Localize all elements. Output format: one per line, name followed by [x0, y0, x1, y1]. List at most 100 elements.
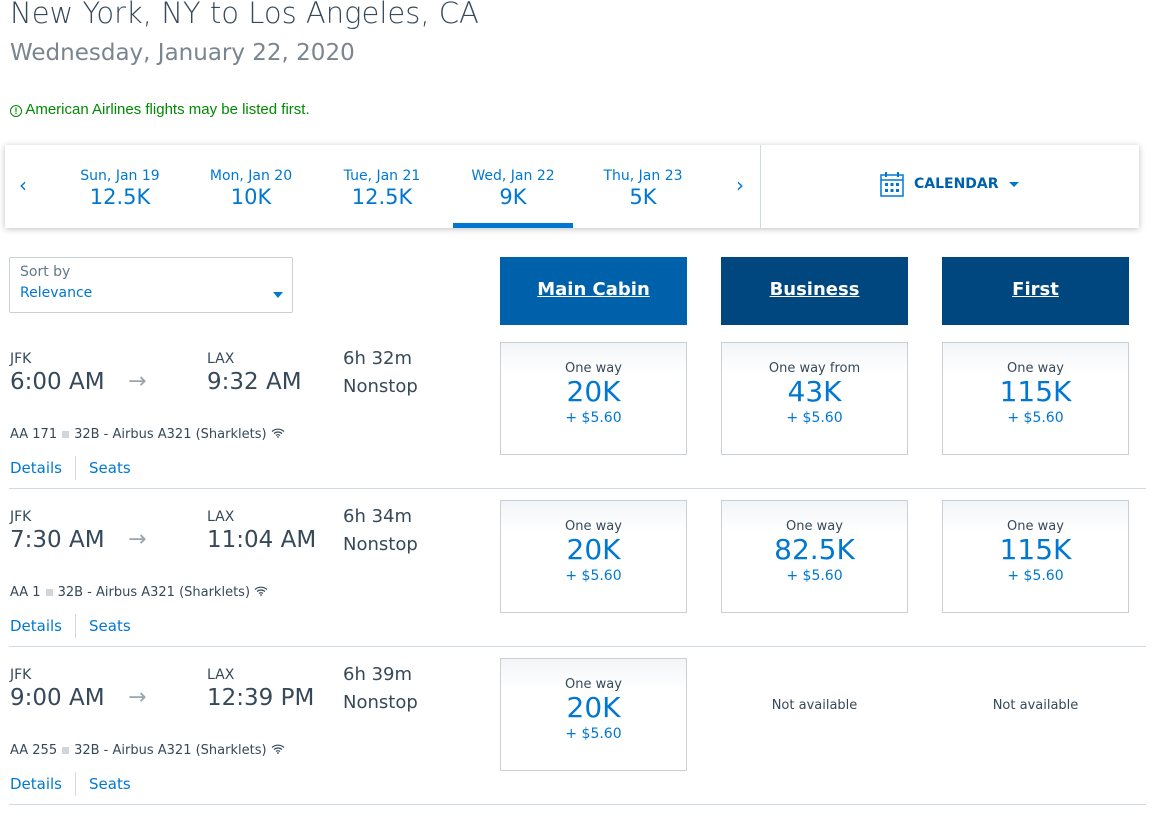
date-label: Sun, Jan 19 [80, 168, 160, 184]
fare-label: One way [1007, 519, 1064, 534]
column-main-cabin[interactable]: Main Cabin [500, 257, 687, 325]
stops-text: Nonstop [343, 376, 418, 397]
destination-airport: LAX [207, 509, 235, 525]
duration-text: 6h 39m [343, 664, 413, 685]
fare-option[interactable]: One way 20K + $5.60 [500, 658, 687, 771]
date-price: 5K [629, 185, 657, 209]
fare-option[interactable]: One way 115K + $5.60 [942, 500, 1129, 613]
details-link[interactable]: Details [10, 459, 63, 477]
fare-option[interactable]: One way from 43K + $5.60 [721, 342, 908, 455]
sort-value: Relevance [20, 285, 93, 301]
date-tab[interactable]: Tue, Jan 21 12.5K [322, 145, 442, 228]
origin-airport: JFK [10, 667, 32, 683]
fare-not-available: Not available [771, 698, 858, 713]
fare-miles: 20K [566, 533, 621, 566]
fare-tax: + $5.60 [1007, 568, 1064, 584]
fare-miles: 20K [566, 375, 621, 408]
seats-link[interactable]: Seats [89, 617, 131, 635]
fare-option[interactable]: One way 20K + $5.60 [500, 342, 687, 455]
aircraft: 32B - Airbus A321 (Sharklets) [57, 585, 251, 600]
flight-number: AA 255 [10, 743, 58, 758]
seats-link[interactable]: Seats [89, 459, 131, 477]
date-tab-selected[interactable]: Wed, Jan 22 9K [453, 145, 573, 228]
separator-icon [62, 747, 70, 754]
flight-info: AA 255 32B - Airbus A321 (Sharklets) [10, 743, 285, 758]
arrow-right-icon: → [128, 527, 147, 552]
column-first[interactable]: First [942, 257, 1129, 325]
aircraft: 32B - Airbus A321 (Sharklets) [74, 427, 267, 442]
fare-tax: + $5.60 [1007, 410, 1064, 426]
date-price: 9K [499, 185, 527, 209]
origin-airport: JFK [10, 509, 32, 525]
fare-tax: + $5.60 [565, 410, 622, 426]
duration-text: 6h 32m [343, 348, 413, 369]
fare-label: One way [786, 519, 843, 534]
calendar-icon [880, 172, 904, 197]
fare-option[interactable]: One way 115K + $5.60 [942, 342, 1129, 455]
depart-time: 9:00 AM [10, 685, 105, 711]
column-business[interactable]: Business [721, 257, 908, 325]
divider [760, 145, 761, 228]
fare-option[interactable]: One way 20K + $5.60 [500, 500, 687, 613]
flight-info: AA 171 32B - Airbus A321 (Sharklets) [10, 427, 285, 442]
separator-icon [62, 431, 70, 438]
sort-select[interactable]: Sort by Relevance [9, 257, 293, 313]
wifi-icon [271, 427, 285, 442]
row-divider [9, 488, 1146, 489]
seats-link[interactable]: Seats [89, 775, 131, 793]
fare-tax: + $5.60 [565, 726, 622, 742]
date-strip: ‹ Sun, Jan 19 12.5K Mon, Jan 20 10K Tue, J… [5, 145, 1139, 228]
date-price: 12.5K [89, 185, 151, 209]
stops-text: Nonstop [343, 534, 418, 555]
flight-number: AA 1 [10, 585, 41, 600]
arrive-time: 12:39 PM [207, 685, 315, 711]
origin-airport: JFK [10, 351, 32, 367]
duration: 6h 39m Nonstop [343, 661, 418, 717]
flight-row: JFK 9:00 AM → LAX 12:39 PM 6h 39m Nonstop… [0, 658, 1163, 816]
flight-info: AA 1 32B - Airbus A321 (Sharklets) [10, 585, 268, 600]
duration-text: 6h 34m [343, 506, 413, 527]
chevron-down-icon [1008, 181, 1019, 187]
divider [75, 456, 77, 480]
travel-date: Wednesday, January 22, 2020 [10, 40, 355, 66]
row-divider [9, 804, 1146, 805]
flight-number: AA 171 [10, 427, 58, 442]
date-tab[interactable]: Sun, Jan 19 12.5K [60, 145, 180, 228]
date-tab[interactable]: Thu, Jan 23 5K [583, 145, 703, 228]
info-icon: ! [10, 105, 22, 117]
next-dates-button[interactable]: › [736, 173, 744, 197]
flight-row: JFK 7:30 AM → LAX 11:04 AM 6h 34m Nonstop… [0, 500, 1163, 658]
arrive-time: 9:32 AM [207, 369, 302, 395]
fare-tax: + $5.60 [565, 568, 622, 584]
fare-label: One way [565, 677, 622, 692]
date-price: 10K [230, 185, 272, 209]
depart-time: 7:30 AM [10, 527, 105, 553]
arrow-right-icon: → [128, 685, 147, 710]
fare-label: One way [1007, 361, 1064, 376]
date-tab[interactable]: Mon, Jan 20 10K [191, 145, 311, 228]
divider [75, 614, 77, 638]
wifi-icon [254, 585, 268, 600]
fare-miles: 115K [999, 375, 1072, 408]
destination-airport: LAX [207, 351, 235, 367]
fare-tax: + $5.60 [786, 568, 843, 584]
calendar-button[interactable]: CALENDAR [880, 171, 1019, 197]
fare-miles: 82.5K [774, 533, 855, 566]
date-label: Thu, Jan 23 [603, 168, 683, 184]
row-divider [9, 646, 1146, 647]
wifi-icon [271, 743, 285, 758]
fare-label: One way from [768, 361, 861, 376]
details-link[interactable]: Details [10, 775, 63, 793]
fare-not-available: Not available [992, 698, 1079, 713]
date-price: 12.5K [351, 185, 413, 209]
fare-option[interactable]: One way 82.5K + $5.60 [721, 500, 908, 613]
duration: 6h 32m Nonstop [343, 345, 418, 401]
fare-tax: + $5.60 [786, 410, 843, 426]
calendar-label: CALENDAR [914, 176, 999, 192]
aircraft: 32B - Airbus A321 (Sharklets) [74, 743, 267, 758]
details-link[interactable]: Details [10, 617, 63, 635]
prev-dates-button[interactable]: ‹ [19, 173, 27, 197]
arrive-time: 11:04 AM [207, 527, 317, 553]
destination-airport: LAX [207, 667, 235, 683]
date-label: Mon, Jan 20 [209, 168, 293, 184]
